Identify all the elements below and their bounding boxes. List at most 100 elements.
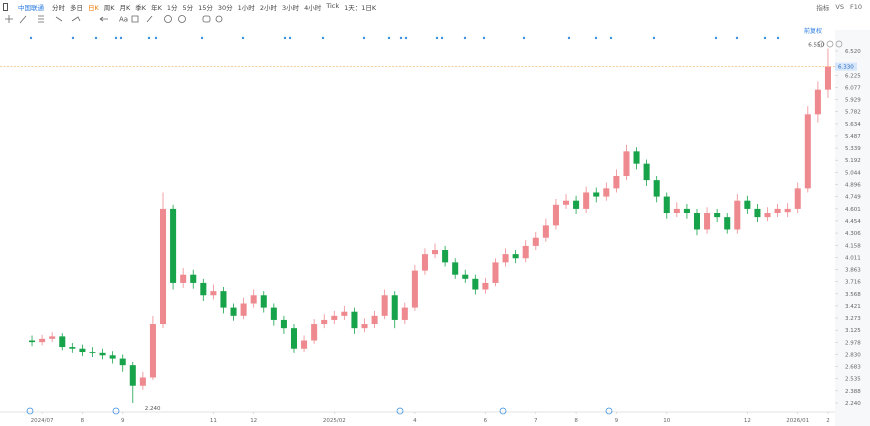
candle-body xyxy=(764,213,771,218)
y-tick-label: 4.158 xyxy=(845,243,861,249)
candle-body xyxy=(724,217,731,230)
panel-icon[interactable] xyxy=(3,3,8,11)
magnet-tool[interactable] xyxy=(164,15,172,23)
y-tick-label: 3.125 xyxy=(845,328,861,334)
candle-body xyxy=(49,336,56,339)
candle-body xyxy=(190,274,197,283)
y-tick-label: 3.421 xyxy=(845,304,861,310)
toolbar-button[interactable]: VS xyxy=(835,3,844,11)
fib-tool[interactable] xyxy=(38,15,44,23)
period-tab[interactable]: 4小时 xyxy=(304,4,322,12)
candle-body xyxy=(814,89,821,115)
candle-body xyxy=(734,200,741,230)
period-tab[interactable]: Tick xyxy=(326,2,340,10)
period-tab[interactable]: 1分 xyxy=(166,4,178,12)
x-tick-label: 8 xyxy=(574,418,578,424)
interval-select[interactable]: 1天：1日K xyxy=(344,4,377,12)
candle-body xyxy=(260,295,267,308)
period-tab[interactable]: 周K xyxy=(103,4,115,12)
candle-body xyxy=(774,208,781,214)
y-tick-label: 2.830 xyxy=(845,352,861,358)
candle-body xyxy=(492,262,499,283)
line-tool[interactable] xyxy=(19,15,27,24)
y-tick-label: 4.896 xyxy=(845,183,861,189)
adjust-mode[interactable]: 前复权 xyxy=(804,27,822,35)
settings-tool[interactable] xyxy=(215,15,223,23)
y-tick-label: 2.388 xyxy=(845,389,861,395)
candle-body xyxy=(301,340,308,349)
zoom-in-button[interactable] xyxy=(835,40,843,48)
x-tick-label: 2 xyxy=(826,418,830,424)
hide-tool[interactable] xyxy=(202,15,211,23)
period-tab[interactable]: 2小时 xyxy=(259,4,277,12)
y-tick-label: 5.044 xyxy=(845,170,861,176)
crosshair-tool[interactable] xyxy=(5,15,13,23)
period-tab[interactable]: 1小时 xyxy=(237,4,255,12)
candle-body xyxy=(522,245,529,259)
text-tool[interactable]: Aa xyxy=(119,16,128,24)
zoom-out-button[interactable] xyxy=(826,40,834,48)
period-tab[interactable]: 分时 xyxy=(52,4,65,12)
candle-body xyxy=(391,295,398,320)
candle-body xyxy=(462,274,469,279)
candle-body xyxy=(583,192,590,209)
period-tab[interactable]: 年K xyxy=(151,4,162,12)
period-tab[interactable]: 月K xyxy=(119,4,131,12)
candle-body xyxy=(200,282,207,296)
candle-body xyxy=(290,328,298,349)
candle-body xyxy=(170,208,177,283)
arrow-tool[interactable] xyxy=(99,16,108,22)
y-tick-label: 2.535 xyxy=(845,377,861,383)
candle-body xyxy=(109,355,116,359)
period-tab[interactable]: 日K xyxy=(88,4,99,12)
y-tick-label: 5.487 xyxy=(845,134,861,140)
candle-body xyxy=(532,237,539,246)
candle-body xyxy=(562,200,570,205)
candle-body xyxy=(129,365,136,386)
x-tick-label: 4 xyxy=(413,418,417,424)
candle-body xyxy=(79,348,86,353)
y-tick-label: 3.863 xyxy=(845,268,861,274)
candle-body xyxy=(210,291,217,296)
period-tab[interactable]: 30分 xyxy=(217,4,233,12)
candle-body xyxy=(552,204,559,226)
y-tick-label: 3.273 xyxy=(845,316,861,322)
toolbar-button[interactable]: F10 xyxy=(849,3,862,11)
candle-body xyxy=(744,200,751,209)
x-tick-label: 12 xyxy=(250,418,257,424)
toolbar: 中国联通 分时 多日 日K 周K 月K 季K 年K 1分 5分 15分 30分 1小时 2小时 3小时 4小… xyxy=(0,0,870,14)
period-tab[interactable]: 3小时 xyxy=(281,4,300,12)
x-tick-label: 9 xyxy=(615,418,619,424)
brush-tool[interactable] xyxy=(146,15,153,23)
symbol[interactable]: 中国联通 xyxy=(18,4,44,12)
candle-body xyxy=(351,311,358,329)
candle-body xyxy=(653,180,660,197)
candle-body xyxy=(421,254,428,271)
candle-body xyxy=(250,295,257,304)
candle-body xyxy=(361,324,368,329)
period-tab[interactable]: 15分 xyxy=(198,4,213,12)
period-tab[interactable]: 5分 xyxy=(182,4,194,12)
candle-body xyxy=(452,262,459,275)
candle-body xyxy=(220,291,227,308)
period-tab[interactable]: 季K xyxy=(135,4,147,12)
zoom-controls xyxy=(817,40,843,48)
shape-tool[interactable] xyxy=(131,15,139,23)
y-tick-label: 5.782 xyxy=(845,110,861,116)
y-tick-label: 4.749 xyxy=(845,195,861,201)
candle-body xyxy=(673,208,680,214)
reset-button[interactable] xyxy=(817,40,825,48)
y-tick-label: 4.601 xyxy=(845,207,861,213)
candle-body xyxy=(573,200,580,209)
candle-body xyxy=(159,208,167,325)
pattern-tool[interactable] xyxy=(55,16,81,22)
period-tab[interactable]: 多日 xyxy=(70,4,83,12)
candle-body xyxy=(512,254,519,259)
candle-body xyxy=(714,213,721,218)
candle-body xyxy=(824,66,831,90)
y-tick-label: 5.634 xyxy=(845,122,861,128)
candle-body xyxy=(603,188,610,197)
lock-tool[interactable] xyxy=(178,15,186,23)
toolbar-button[interactable]: 指标 xyxy=(816,4,830,12)
